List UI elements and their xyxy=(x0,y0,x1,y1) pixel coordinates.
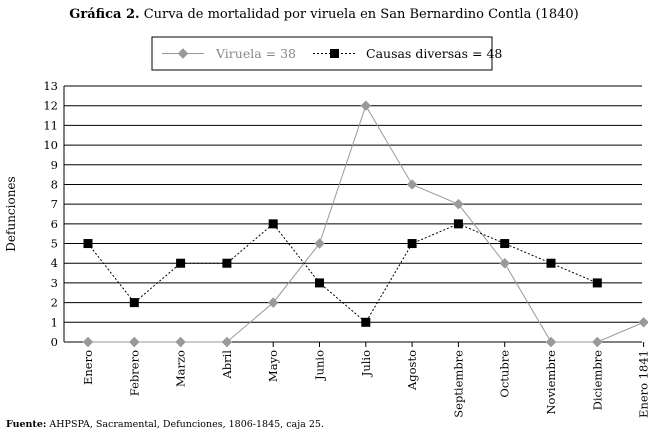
x-tick-label: Mayo xyxy=(266,350,280,382)
legend: Viruela = 38 Causas diversas = 48 xyxy=(151,36,502,71)
legend-marker-diamond xyxy=(177,48,189,59)
legend-marker-square xyxy=(330,49,339,58)
chart-title-prefix: Gráfica 2. xyxy=(69,7,140,22)
y-tick-label: 12 xyxy=(43,99,58,113)
data-point-diamond xyxy=(314,238,325,249)
x-tick-label: Enero xyxy=(81,350,95,385)
y-tick-label: 3 xyxy=(51,276,58,290)
data-point-square xyxy=(268,219,278,229)
x-tick-label: Agosto xyxy=(405,350,419,391)
data-point-diamond xyxy=(638,317,648,328)
source-note: Fuente: AHPSPA, Sacramental, Defunciones… xyxy=(6,419,324,430)
x-tick-label: Octubre xyxy=(498,350,512,398)
series-causas-diversas xyxy=(83,219,602,327)
legend-label-causas: Causas diversas = 48 xyxy=(366,46,502,61)
x-tick-label: Julio xyxy=(359,350,373,377)
x-tick-label: Junio xyxy=(313,350,327,381)
data-point-diamond xyxy=(592,336,603,348)
chart-title-text: Curva de mortalidad por viruela en San B… xyxy=(143,7,579,22)
data-point-diamond xyxy=(499,258,510,269)
data-point-diamond xyxy=(175,336,186,348)
series-line xyxy=(87,223,598,324)
x-tick-label: Enero 1841 xyxy=(637,350,648,418)
y-tick-label: 10 xyxy=(43,138,58,152)
data-point-diamond xyxy=(129,336,140,348)
y-axis-title: Defunciones xyxy=(4,176,18,251)
data-point-square xyxy=(315,278,324,288)
data-point-square xyxy=(222,258,232,268)
data-point-square xyxy=(500,239,510,249)
data-point-square xyxy=(83,239,93,249)
x-tick-label: Febrero xyxy=(127,350,141,396)
y-tick-label: 7 xyxy=(51,197,58,211)
data-point-square xyxy=(407,239,417,249)
x-tick-label: Abril xyxy=(220,350,234,380)
data-point-square xyxy=(546,258,556,268)
x-tick-label: Marzo xyxy=(174,350,188,387)
y-tick-label: 2 xyxy=(51,296,58,310)
data-point-diamond xyxy=(453,198,464,210)
data-point-square xyxy=(592,278,602,288)
source-prefix: Fuente: xyxy=(6,419,47,430)
y-tick-label: 11 xyxy=(43,118,58,132)
data-point-diamond xyxy=(545,336,557,348)
y-tick-label: 5 xyxy=(51,237,58,251)
chart-title: Gráfica 2. Curva de mortalidad por virue… xyxy=(0,7,648,22)
x-tick-label: Diciembre xyxy=(590,350,604,411)
y-tick-label: 1 xyxy=(51,315,58,329)
y-tick-label: 8 xyxy=(51,177,58,191)
y-tick-label: 0 xyxy=(51,335,58,349)
y-tick-label: 6 xyxy=(51,217,58,231)
y-tick-label: 13 xyxy=(43,79,58,93)
data-point-diamond xyxy=(360,100,372,111)
source-text: AHPSPA, Sacramental, Defunciones, 1806-1… xyxy=(49,419,324,430)
data-point-diamond xyxy=(267,297,279,308)
y-tick-label: 9 xyxy=(51,158,58,172)
series-viruela xyxy=(82,100,648,348)
data-point-diamond xyxy=(406,179,418,190)
x-tick-label: Noviembre xyxy=(544,350,558,415)
legend-label-viruela: Viruela = 38 xyxy=(215,46,296,61)
y-tick-label: 4 xyxy=(51,256,58,270)
data-point-square xyxy=(453,219,463,229)
data-point-square xyxy=(129,298,139,308)
data-point-diamond xyxy=(221,336,233,348)
x-tick-label: Septiembre xyxy=(451,350,465,418)
data-point-square xyxy=(361,317,371,327)
data-point-diamond xyxy=(82,336,94,348)
data-point-square xyxy=(176,258,186,268)
